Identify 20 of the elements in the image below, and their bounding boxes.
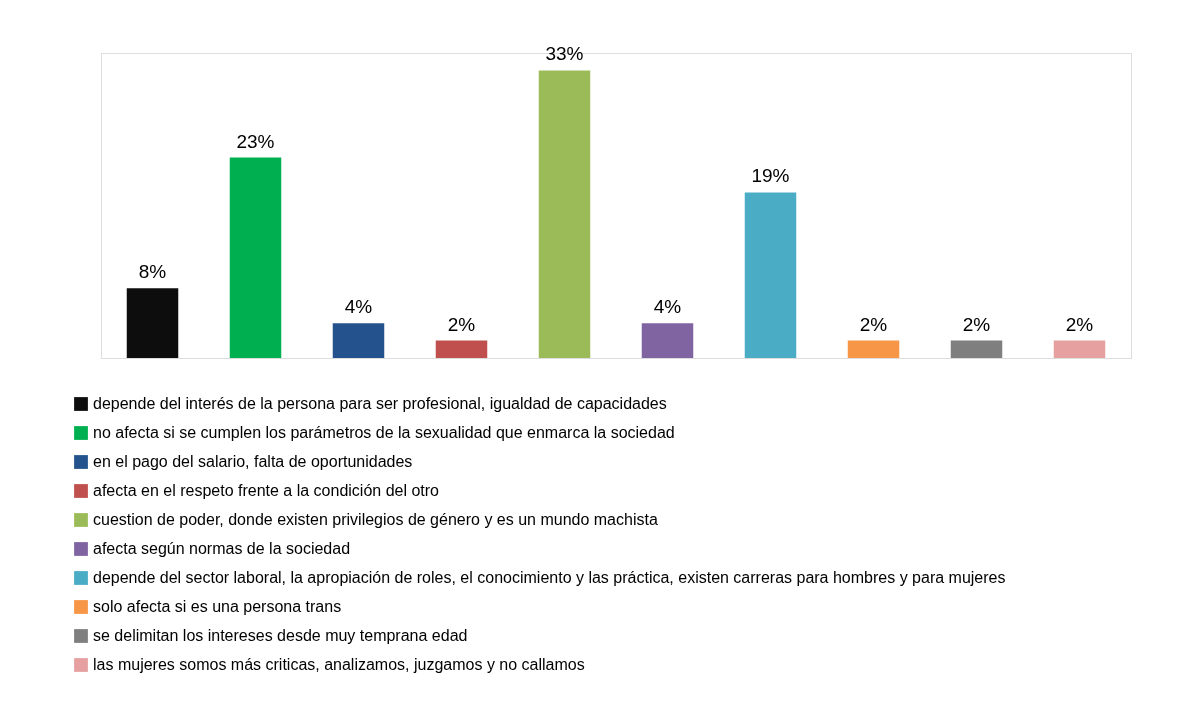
data-label: 2% <box>859 313 888 335</box>
legend-label: se delimitan los intereses desde muy temprana edad <box>93 627 468 644</box>
data-label: 4% <box>344 296 373 318</box>
data-label: 33% <box>545 43 584 65</box>
data-label: 2% <box>447 313 476 335</box>
data-label: 23% <box>236 130 275 152</box>
legend-label: no afecta si se cumplen los parámetros de la sexualidad que enmarca la sociedad <box>93 424 675 441</box>
legend-label: afecta según normas de la sociedad <box>93 540 351 557</box>
data-label: 4% <box>653 296 682 318</box>
data-label: 2% <box>1065 313 1094 335</box>
legend-label: las mujeres somos más criticas, analizamos, juzgamos y no callamos <box>93 656 585 673</box>
legend-label: afecta en el respeto frente a la condición del otro <box>93 482 440 499</box>
legend-label: solo afecta si es una persona trans <box>93 598 342 615</box>
legend-label: en el pago del salario, falta de oportunidades <box>93 453 413 470</box>
data-label: 8% <box>138 261 167 283</box>
legend-label: depende del interés de la persona para ser profesional, igualdad de capacidades <box>93 395 667 412</box>
legend-label: depende del sector laboral, la apropiación de roles, el conocimiento y las práctica, existen carreras para hombres y para mujeres <box>93 569 1006 586</box>
data-label: 2% <box>962 313 991 335</box>
legend-label: cuestion de poder, donde existen privilegios de género y es un mundo machista <box>93 511 658 528</box>
data-label: 19% <box>751 165 790 187</box>
